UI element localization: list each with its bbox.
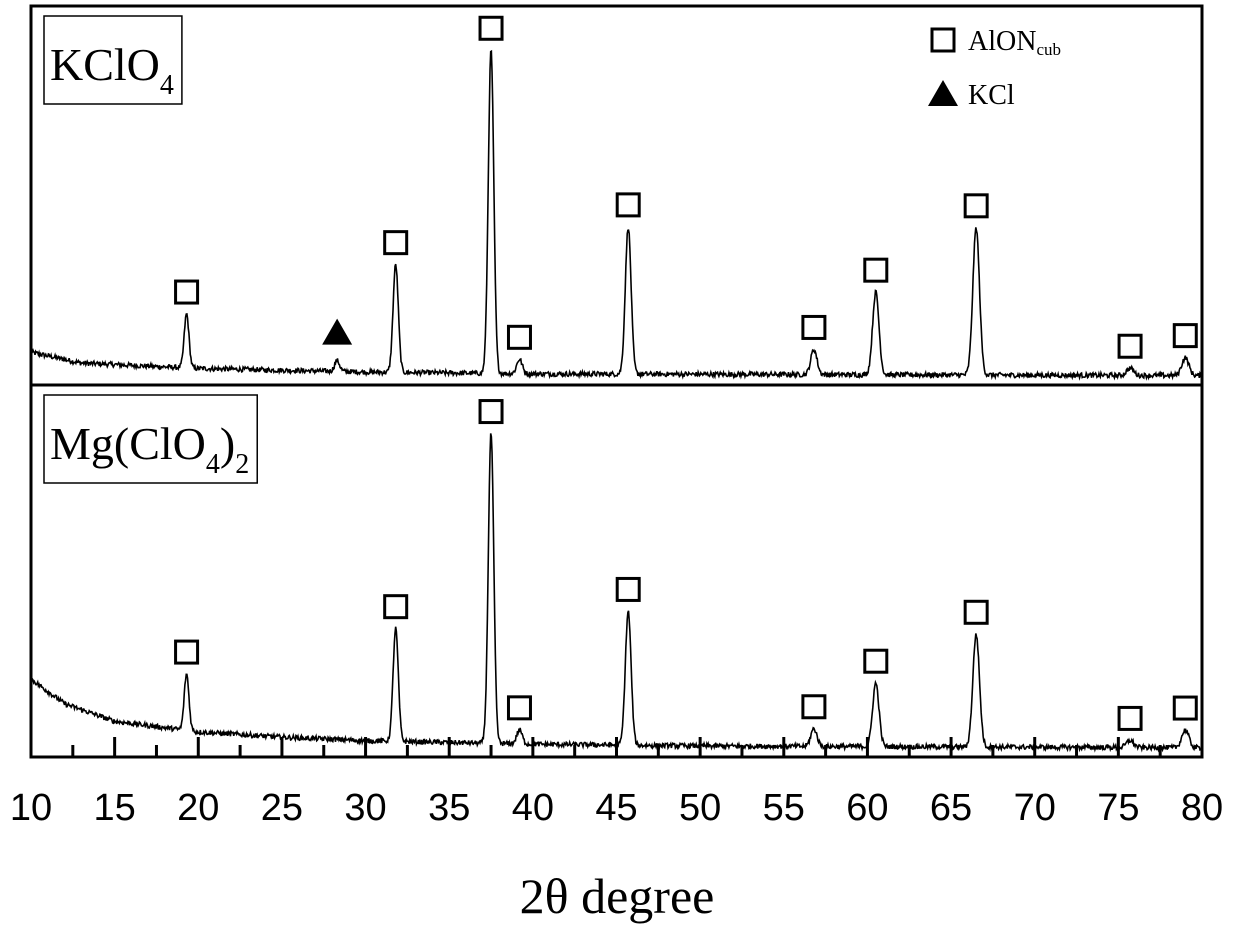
alon-peak-marker xyxy=(1117,333,1143,359)
alon-peak-marker xyxy=(1172,323,1198,349)
alon-peak-marker xyxy=(383,594,409,620)
x-tick-label: 25 xyxy=(261,787,303,829)
alon-peak-marker xyxy=(615,192,641,218)
alon-peak-marker xyxy=(174,639,200,665)
x-axis: 10 15 20 25 30 35 40 45 50 55 60 65 70 75 80 xyxy=(10,737,1223,829)
x-tick-label: 35 xyxy=(428,787,470,829)
xrd-trace-1 xyxy=(30,49,1203,381)
legend-kcl-marker xyxy=(928,80,958,106)
x-tick-label: 65 xyxy=(930,787,972,829)
plot-border xyxy=(29,4,1204,759)
legend: AlONcub KCl xyxy=(928,26,1061,111)
x-tick-label: 30 xyxy=(344,787,386,829)
alon-peak-marker xyxy=(478,15,504,41)
x-axis-title: 2θ degree xyxy=(520,868,715,924)
x-tick-label: 10 xyxy=(10,787,52,829)
legend-label: KCl xyxy=(968,80,1015,111)
sample-label-1: KClO4 xyxy=(43,15,183,105)
x-tick-label: 70 xyxy=(1014,787,1056,829)
alon-peak-marker xyxy=(1117,705,1143,731)
sample-label-box xyxy=(43,15,183,105)
sample-label-box xyxy=(43,394,258,484)
alon-peak-marker xyxy=(963,599,989,625)
alon-peak-marker xyxy=(863,648,889,674)
alon-peak-marker xyxy=(478,399,504,425)
x-tick-label: 15 xyxy=(94,787,136,829)
x-tick-label: 50 xyxy=(679,787,721,829)
panel-1: KClO4 xyxy=(30,15,1203,381)
legend-alon-marker xyxy=(930,27,956,53)
sample-label-text: Mg(ClO4)2 xyxy=(50,418,249,480)
alon-peak-marker xyxy=(801,314,827,340)
legend-entry: AlONcub xyxy=(930,26,1061,59)
alon-peak-marker xyxy=(506,324,532,350)
alon-peak-marker xyxy=(963,193,989,219)
x-tick-label: 20 xyxy=(177,787,219,829)
x-tick-label: 40 xyxy=(512,787,554,829)
alon-peak-marker xyxy=(174,279,200,305)
alon-peak-marker xyxy=(383,230,409,256)
alon-peak-marker xyxy=(801,694,827,720)
x-tick-label: 80 xyxy=(1181,787,1223,829)
alon-peak-marker xyxy=(506,695,532,721)
plot-frame xyxy=(29,4,1204,759)
panels: KClO4 Mg(ClO4)2 xyxy=(30,15,1203,753)
alon-peak-marker xyxy=(1172,695,1198,721)
sample-label-2: Mg(ClO4)2 xyxy=(43,394,258,484)
alon-peak-marker xyxy=(863,257,889,283)
legend-label: AlONcub xyxy=(968,26,1061,59)
x-tick-label: 60 xyxy=(846,787,888,829)
x-tick-label: 45 xyxy=(595,787,637,829)
x-tick-label: 55 xyxy=(763,787,805,829)
legend-entry: KCl xyxy=(928,80,1015,111)
kcl-peak-marker xyxy=(322,318,353,345)
x-tick-label: 75 xyxy=(1097,787,1139,829)
sample-label-text: KClO4 xyxy=(50,39,174,101)
alon-peak-marker xyxy=(615,576,641,602)
panel-2: Mg(ClO4)2 xyxy=(30,394,1203,753)
